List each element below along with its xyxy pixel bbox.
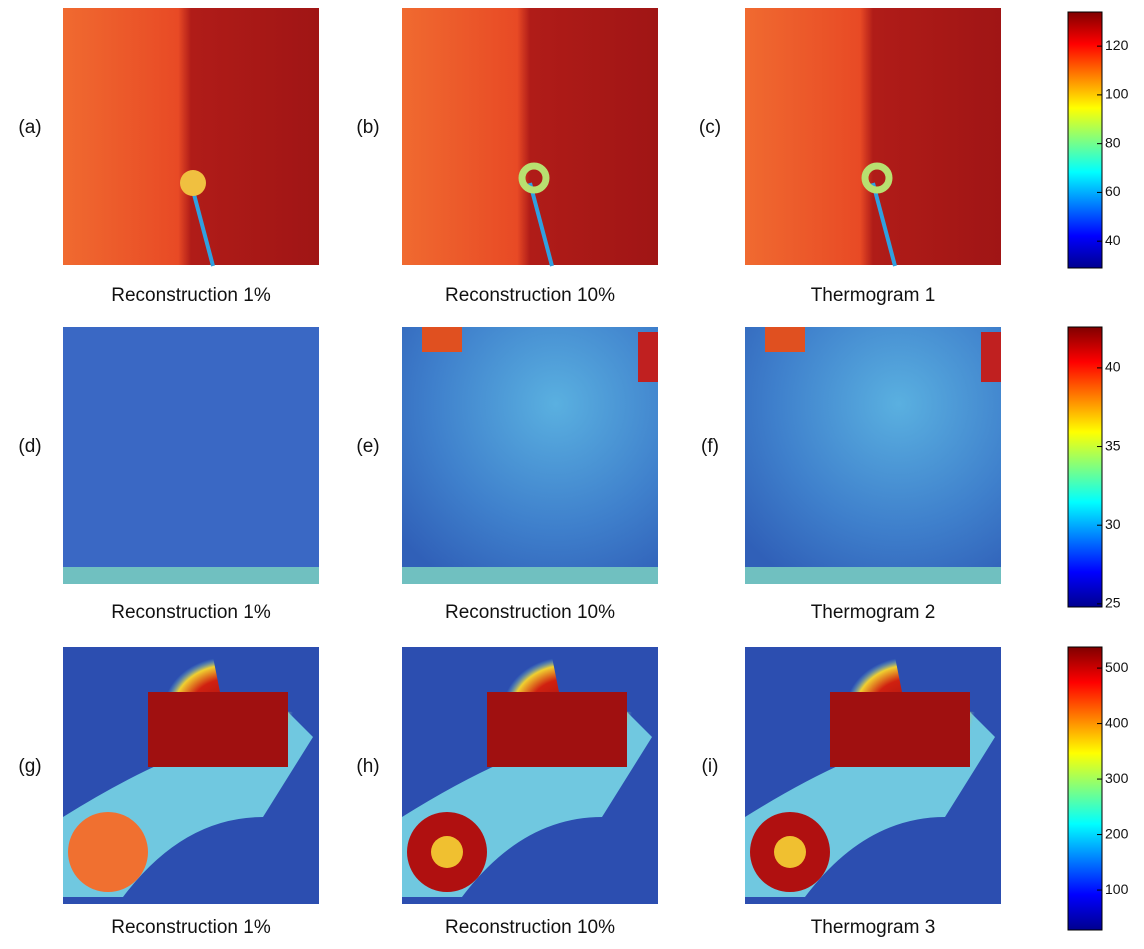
colorbar-tick-label: 200 xyxy=(1105,825,1129,841)
panel-label: (i) xyxy=(702,756,719,777)
thermal-image xyxy=(745,327,1001,584)
panel-label: (d) xyxy=(18,436,41,457)
panel-label: (f) xyxy=(701,436,719,457)
hot-body xyxy=(830,692,970,767)
image-bg xyxy=(63,8,319,265)
colorbar-tick-label: 30 xyxy=(1105,516,1121,532)
panel-label: (e) xyxy=(356,436,379,457)
panel-label: (a) xyxy=(18,117,41,138)
panel-caption: Reconstruction 1% xyxy=(111,917,271,938)
panel-label: (g) xyxy=(18,756,41,777)
colorbar-tick-label: 35 xyxy=(1105,437,1121,453)
colorbar-tick-label: 500 xyxy=(1105,659,1129,675)
thermal-image xyxy=(402,8,658,266)
colorbar-tick-label: 80 xyxy=(1105,134,1121,150)
colorbar-tick-label: 40 xyxy=(1105,359,1121,375)
colorbar-tick-label: 400 xyxy=(1105,714,1129,730)
hub xyxy=(774,836,806,868)
panel-label: (c) xyxy=(699,117,721,138)
hot-spot xyxy=(638,332,658,382)
panel-caption: Reconstruction 1% xyxy=(111,285,271,306)
panel-caption: Reconstruction 1% xyxy=(111,602,271,623)
panel-caption: Reconstruction 10% xyxy=(445,602,615,623)
hub xyxy=(431,836,463,868)
image-bg xyxy=(63,327,319,584)
colorbar-tick-label: 300 xyxy=(1105,770,1129,786)
colorbar xyxy=(1068,12,1102,268)
colorbar xyxy=(1068,327,1102,607)
panel-caption: Reconstruction 10% xyxy=(445,285,615,306)
colorbar xyxy=(1068,647,1102,930)
hot-body xyxy=(487,692,627,767)
bottom-strip xyxy=(402,567,658,584)
bottom-strip xyxy=(63,567,319,584)
thermal-image xyxy=(402,647,658,904)
hot-spot xyxy=(422,327,462,352)
thermal-image xyxy=(63,327,319,584)
hot-spot xyxy=(765,327,805,352)
image-bg xyxy=(745,8,1001,265)
thermal-image xyxy=(63,647,319,904)
colorbar-tick-label: 100 xyxy=(1105,881,1129,897)
image-bg xyxy=(402,8,658,265)
panel-label: (b) xyxy=(356,117,379,138)
colorbar-tick-label: 100 xyxy=(1105,86,1129,102)
panel-caption: Thermogram 3 xyxy=(811,917,936,938)
hot-body xyxy=(148,692,288,767)
panel-caption: Reconstruction 10% xyxy=(445,917,615,938)
thermal-image xyxy=(402,327,658,584)
image-bg xyxy=(402,327,658,584)
colorbar-tick-label: 120 xyxy=(1105,37,1129,53)
ring xyxy=(180,170,206,196)
thermal-image xyxy=(745,8,1001,266)
colorbar-tick-label: 25 xyxy=(1105,595,1121,611)
panel-caption: Thermogram 2 xyxy=(811,602,936,623)
figure: (a) Reconstruction 1% (b) Reconstruction 10… xyxy=(0,0,1144,949)
thermal-image xyxy=(745,647,1001,904)
panel-label: (h) xyxy=(356,756,379,777)
thermal-image xyxy=(63,8,319,266)
colorbar-tick-label: 60 xyxy=(1105,183,1121,199)
wheel xyxy=(68,812,148,892)
panel-caption: Thermogram 1 xyxy=(811,285,936,306)
colorbar-tick-label: 40 xyxy=(1105,232,1121,248)
bottom-strip xyxy=(745,567,1001,584)
hot-spot xyxy=(981,332,1001,382)
image-bg xyxy=(745,327,1001,584)
